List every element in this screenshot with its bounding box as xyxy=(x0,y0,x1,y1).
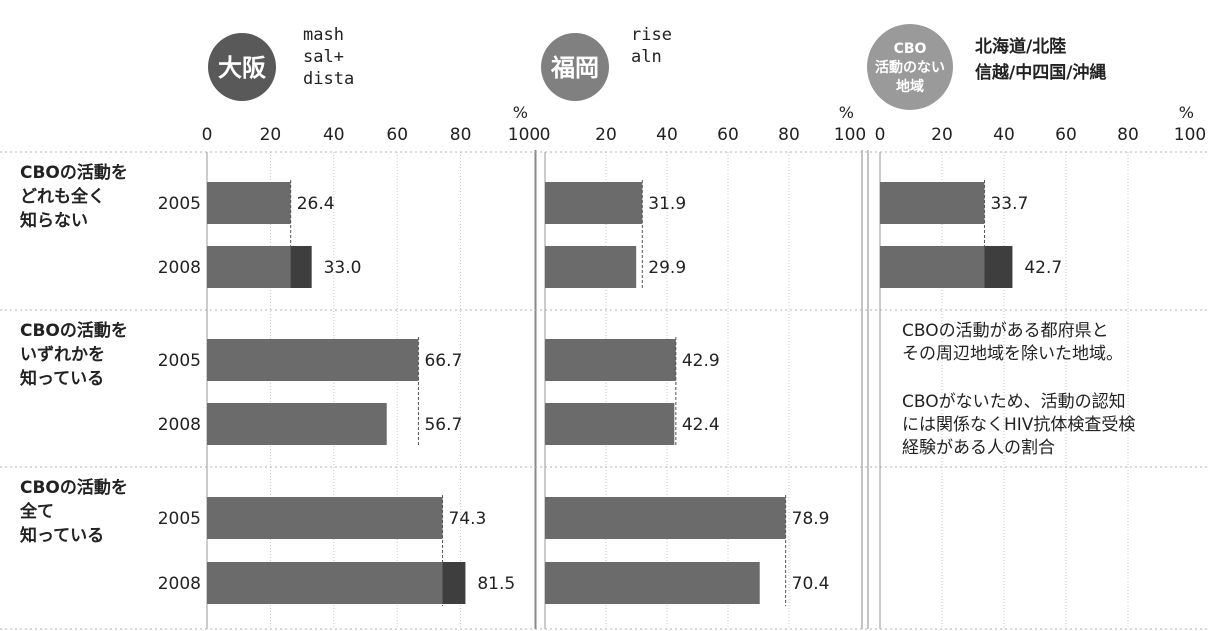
value-label: 42.9 xyxy=(682,351,720,371)
percent-unit: % xyxy=(1179,103,1194,122)
tick-label: 60 xyxy=(386,125,408,145)
year-label: 2005 xyxy=(158,351,201,371)
tick-label: 100 xyxy=(1174,125,1206,145)
bar-2008-increase xyxy=(984,246,1013,288)
value-label: 81.5 xyxy=(477,574,515,594)
tick-label: 20 xyxy=(260,125,282,145)
value-label: 42.4 xyxy=(682,415,720,435)
value-label: 70.4 xyxy=(792,574,830,594)
value-label: 26.4 xyxy=(297,194,335,214)
tick-label: 20 xyxy=(595,125,617,145)
year-label: 2005 xyxy=(158,509,201,529)
year-label: 2005 xyxy=(158,194,201,214)
tick-label: 40 xyxy=(656,125,678,145)
region-badge xyxy=(208,33,276,101)
tick-label: 0 xyxy=(540,125,551,145)
bar-2008 xyxy=(545,246,637,288)
row-label: CBOの活動を xyxy=(20,162,128,183)
bar-2005 xyxy=(207,497,443,539)
percent-unit: % xyxy=(839,103,854,122)
row-label: 全て xyxy=(19,501,54,522)
tick-label: 80 xyxy=(1117,125,1139,145)
tick-label: 60 xyxy=(717,125,739,145)
bar-2005 xyxy=(545,182,643,224)
row-label: 知っている xyxy=(19,368,104,389)
value-label: 74.3 xyxy=(449,509,487,529)
region-badge-label: 活動のない xyxy=(875,59,945,76)
note-text: その周辺地域を除いた地域。 xyxy=(902,344,1123,364)
value-label: 33.7 xyxy=(990,194,1028,214)
note-text: には関係なくHIV抗体検査受検 xyxy=(902,415,1135,435)
tick-label: 40 xyxy=(323,125,345,145)
bar-2005 xyxy=(207,182,291,224)
bar-2005 xyxy=(545,339,676,381)
region-list-text: rise xyxy=(631,25,672,45)
region-list-text: 北海道/北陸 xyxy=(975,36,1066,57)
region-badge-label: 福岡 xyxy=(550,54,599,82)
year-label: 2008 xyxy=(158,258,201,278)
bar-2008-increase xyxy=(290,246,312,288)
value-label: 31.9 xyxy=(648,194,686,214)
percent-unit: % xyxy=(513,103,528,122)
region-list-text: sal+ xyxy=(303,47,344,67)
row-label: CBOの活動を xyxy=(20,320,128,341)
region-list-text: 信越/中四国/沖縄 xyxy=(975,62,1106,83)
row-label: いずれかを xyxy=(20,345,105,365)
region-list-text: aln xyxy=(631,47,662,67)
value-label: 42.7 xyxy=(1024,258,1062,278)
bar-2008-increase xyxy=(442,562,466,604)
region-list-text: dista xyxy=(303,69,354,89)
note-text: CBOがないため、活動の認知 xyxy=(902,392,1126,412)
tick-label: 40 xyxy=(993,125,1015,145)
tick-label: 20 xyxy=(931,125,953,145)
region-list-text: mash xyxy=(303,25,344,45)
region-badge xyxy=(541,33,609,101)
tick-label: 80 xyxy=(450,125,472,145)
row-label: どれも全く xyxy=(20,186,105,207)
row-label: CBOの活動を xyxy=(20,477,128,498)
value-label: 33.0 xyxy=(324,258,362,278)
value-label: 78.9 xyxy=(792,509,830,529)
row-label: 知っている xyxy=(19,525,104,546)
region-badge-label: 地域 xyxy=(896,78,924,95)
value-label: 66.7 xyxy=(424,351,462,371)
region-badge-label: 大阪 xyxy=(218,54,266,82)
value-label: 29.9 xyxy=(648,258,686,278)
region-badge-label: CBO xyxy=(894,41,927,57)
value-label: 56.7 xyxy=(424,415,462,435)
bar-2008 xyxy=(545,403,675,445)
bar-2005 xyxy=(545,497,786,539)
note-text: CBOの活動がある都府県と xyxy=(902,321,1109,341)
tick-label: 0 xyxy=(202,125,213,145)
year-label: 2008 xyxy=(158,415,201,435)
tick-label: 60 xyxy=(1055,125,1077,145)
tick-label: 80 xyxy=(778,125,800,145)
year-label: 2008 xyxy=(158,574,201,594)
bar-2005 xyxy=(207,339,419,381)
tick-label: 0 xyxy=(875,125,886,145)
tick-label: 100 xyxy=(508,125,540,145)
note-text: 経験がある人の割合 xyxy=(902,438,1055,458)
bar-2008 xyxy=(207,403,387,445)
region-badge xyxy=(867,24,953,110)
bar-2008 xyxy=(207,562,466,604)
bar-2005 xyxy=(880,182,985,224)
tick-label: 100 xyxy=(834,125,866,145)
bar-2008 xyxy=(545,562,760,604)
row-label: 知らない xyxy=(19,210,88,231)
